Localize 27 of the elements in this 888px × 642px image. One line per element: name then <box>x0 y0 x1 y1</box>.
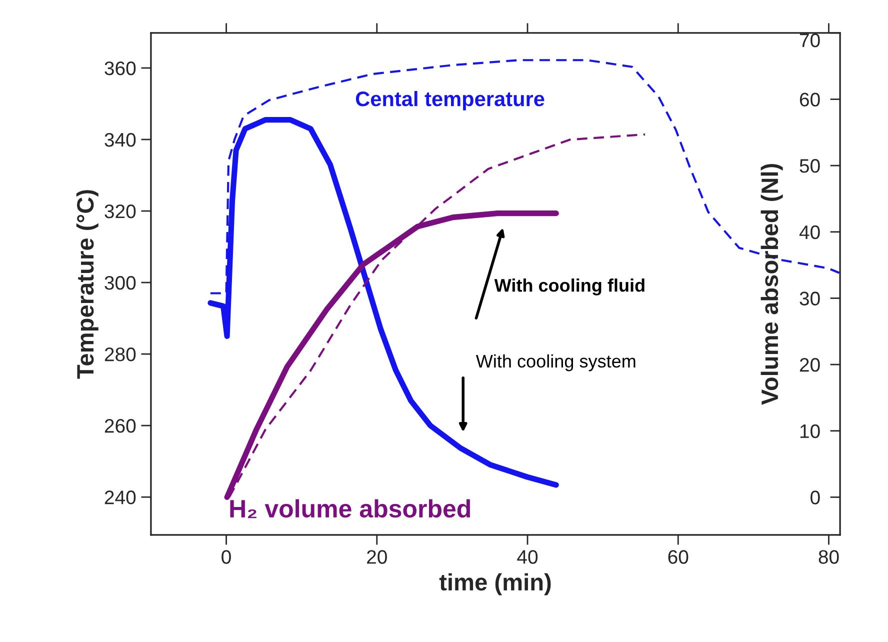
y-tick-label: 260 <box>104 419 136 433</box>
x-tick-label: 40 <box>517 550 538 564</box>
y2-tick-label: 0 <box>810 490 820 504</box>
y2-tick-label: 70 <box>800 33 820 48</box>
annotation: With cooling system <box>476 354 636 372</box>
y2-tick-label: 10 <box>800 424 820 438</box>
y2-tick-label: 30 <box>800 292 820 306</box>
y2-tick-label: 60 <box>800 92 820 106</box>
x-axis-title: time (min) <box>439 573 551 596</box>
annotation: Cental temperature <box>356 91 544 110</box>
y2-axis-title: Volume absorbed (Nl) <box>760 164 783 405</box>
annotation: H₂ volume absorbed <box>230 499 470 518</box>
y2-tick-label: 20 <box>800 358 820 372</box>
y-tick-label: 280 <box>104 348 136 362</box>
x-tick-label: 0 <box>222 550 231 564</box>
x-tick-label: 20 <box>367 550 387 564</box>
y-tick-label: 320 <box>104 204 136 218</box>
y2-tick-label: 40 <box>799 225 820 240</box>
y-tick-label: 240 <box>104 490 136 504</box>
y-tick-label: 300 <box>104 276 136 290</box>
y-tick-label: 340 <box>104 132 136 147</box>
x-tick-label: 60 <box>668 550 688 564</box>
y-tick-label: 360 <box>104 61 136 76</box>
x-tick-label: 80 <box>818 550 839 564</box>
annotation: With cooling fluid <box>494 278 644 296</box>
y2-tick-label: 50 <box>800 159 820 173</box>
y-axis-title: Temperature (°C) <box>76 190 98 379</box>
